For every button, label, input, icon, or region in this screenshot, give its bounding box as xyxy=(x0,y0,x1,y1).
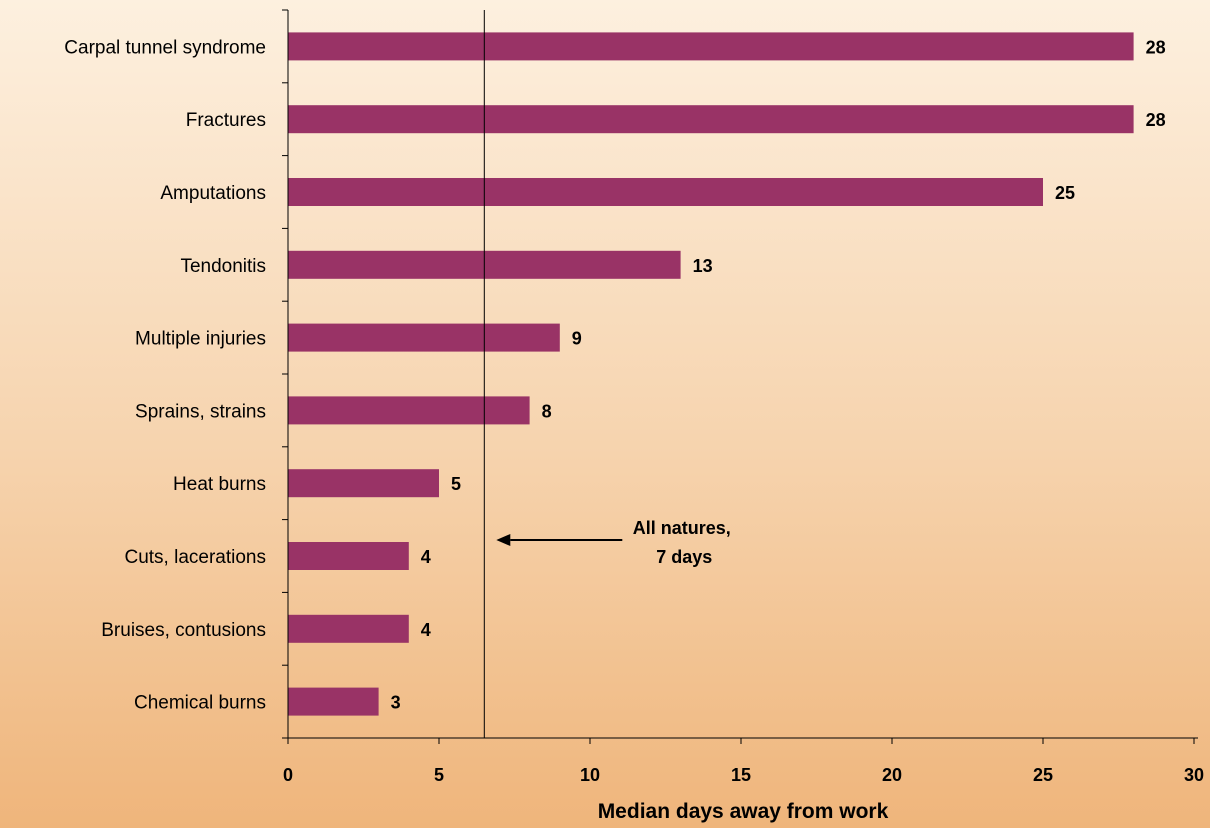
category-label: Amputations xyxy=(160,183,266,204)
bar xyxy=(288,32,1134,61)
data-label: 5 xyxy=(451,474,461,494)
reference-annotation: All natures, 7 days xyxy=(633,518,736,567)
category-label: Fractures xyxy=(186,110,266,131)
bar xyxy=(288,542,409,570)
reference-annotation-line-1: All natures, xyxy=(633,518,731,538)
category-label: Chemical burns xyxy=(134,693,266,714)
category-label: Multiple injuries xyxy=(135,329,266,350)
category-label: Cuts, lacerations xyxy=(124,547,266,568)
axes-group xyxy=(282,9,1198,744)
data-label: 9 xyxy=(572,329,582,349)
x-tick-label: 20 xyxy=(882,765,902,785)
x-tick-label: 0 xyxy=(283,765,293,785)
x-tick-label: 30 xyxy=(1184,765,1204,785)
x-tick-label: 10 xyxy=(580,765,600,785)
data-label: 4 xyxy=(421,547,431,567)
data-label: 28 xyxy=(1146,37,1166,57)
category-label: Tendonitis xyxy=(180,256,266,277)
x-tick-label: 25 xyxy=(1033,765,1053,785)
data-label: 13 xyxy=(693,256,713,276)
bars-group xyxy=(288,32,1134,716)
x-tick-label: 5 xyxy=(434,765,444,785)
category-label: Heat burns xyxy=(173,474,266,495)
bar xyxy=(288,178,1043,206)
bar xyxy=(288,687,379,716)
category-label: Bruises, contusions xyxy=(101,620,266,641)
category-label: Carpal tunnel syndrome xyxy=(64,37,266,58)
data-label: 4 xyxy=(421,620,431,640)
x-axis-title: Median days away from work xyxy=(598,800,889,823)
data-label: 25 xyxy=(1055,183,1075,203)
bar xyxy=(288,469,439,498)
category-label: Sprains, strains xyxy=(135,401,266,422)
reference-line-group: All natures, 7 days xyxy=(483,10,736,738)
bar xyxy=(288,396,530,425)
data-label: 28 xyxy=(1146,110,1166,130)
bar xyxy=(288,323,560,352)
bar xyxy=(288,614,409,643)
labels-group: Carpal tunnel syndrome 28 Fractures 28 Amput… xyxy=(64,37,1204,785)
x-tick-label: 15 xyxy=(731,765,751,785)
data-label: 3 xyxy=(391,693,401,713)
reference-annotation-line-2: 7 days xyxy=(656,547,712,567)
data-label: 8 xyxy=(542,401,552,421)
reference-arrow-head xyxy=(496,534,511,546)
bar xyxy=(288,105,1134,134)
